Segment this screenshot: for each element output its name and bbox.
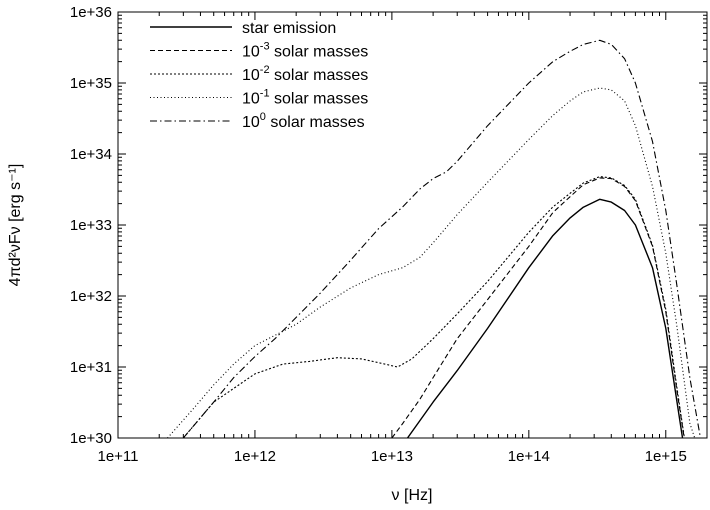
x-tick-label: 1e+14 bbox=[508, 448, 550, 465]
x-tick-label: 1e+12 bbox=[234, 448, 276, 465]
x-axis-title: ν [Hz] bbox=[392, 487, 433, 504]
y-tick-label: 1e+35 bbox=[70, 75, 112, 92]
y-tick-label: 1e+33 bbox=[70, 217, 112, 234]
legend-label-3: 10-1 solar masses bbox=[242, 88, 368, 108]
x-axis: 1e+11 1e+12 1e+13 1e+14 1e+15 bbox=[97, 12, 687, 465]
series-line-1 bbox=[391, 177, 685, 438]
legend: star emission 10-3 solar masses 10-2 solar… bbox=[150, 20, 368, 131]
series-layer bbox=[167, 39, 702, 438]
legend-label-1: 10-3 solar masses bbox=[242, 41, 368, 61]
y-tick-label: 1e+36 bbox=[70, 4, 112, 21]
y-tick-label: 1e+34 bbox=[70, 146, 112, 163]
legend-label-4: 100 solar masses bbox=[242, 111, 365, 131]
series-line-0 bbox=[406, 198, 684, 438]
legend-label-2: 10-2 solar masses bbox=[242, 64, 368, 84]
y-tick-label: 1e+32 bbox=[70, 288, 112, 305]
legend-label-0: star emission bbox=[242, 20, 336, 37]
x-tick-label: 1e+11 bbox=[97, 448, 138, 465]
y-tick-label: 1e+31 bbox=[70, 359, 112, 376]
y-axis: 1e+30 1e+31 1e+32 1e+33 1e+34 1e+35 1e+36 bbox=[70, 4, 707, 447]
x-tick-label: 1e+15 bbox=[645, 448, 687, 465]
series-line-3 bbox=[167, 87, 696, 438]
y-tick-label: 1e+30 bbox=[70, 430, 112, 447]
y-axis-title: 4πd²νFν [erg s⁻¹] bbox=[7, 164, 24, 287]
x-tick-label: 1e+13 bbox=[371, 448, 413, 465]
series-line-4 bbox=[182, 39, 702, 438]
series-line-2 bbox=[182, 176, 685, 438]
plot-frame bbox=[117, 11, 708, 439]
